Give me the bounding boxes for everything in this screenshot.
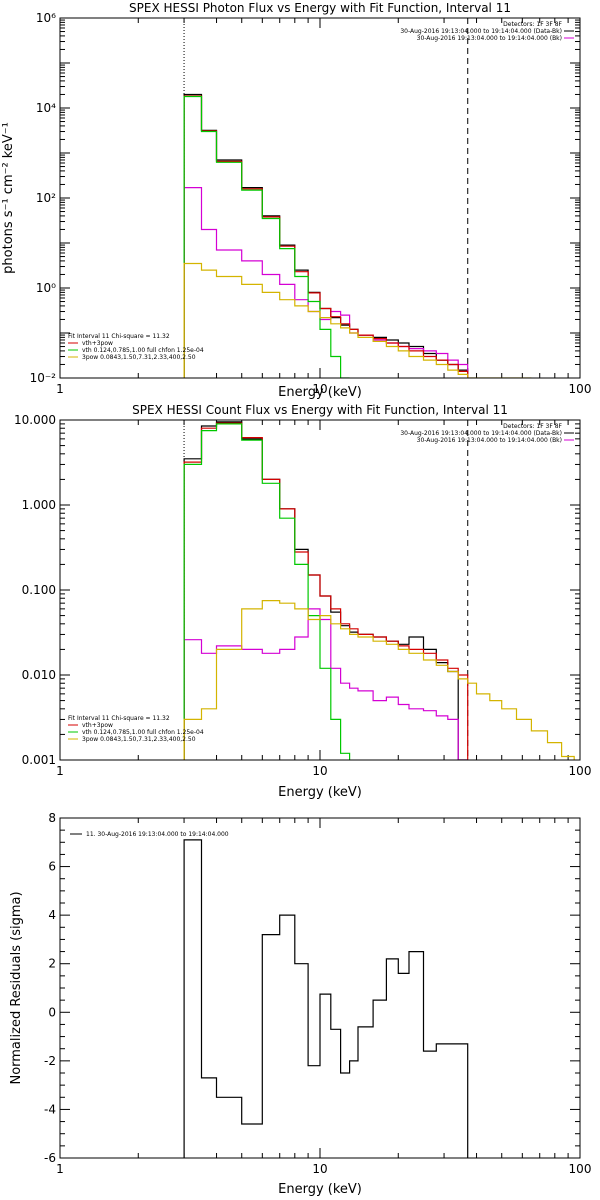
y-axis-label: photons s⁻¹ cm⁻² keV⁻¹ [1, 122, 16, 274]
x-axis-label: Energy (keV) [278, 1182, 362, 1197]
series-residuals [183, 839, 469, 1158]
y-tick-label: 10⁰ [36, 281, 56, 295]
legend-fit-text: vth 0.124,0.785,1.00 full chfon 1.25e-04 [82, 729, 204, 736]
legend-fit-text: 3pow 0.0843,1.50,7.31,2.33,400,2.50 [82, 736, 196, 743]
y-tick-label: 0.100 [22, 583, 56, 597]
y-tick-label: 2 [48, 957, 56, 971]
y-tick-label: -2 [44, 1054, 56, 1068]
legend-fit-text: vth+3pow [82, 722, 113, 729]
x-axis-label: Energy (keV) [278, 785, 362, 800]
plot-frame [59, 419, 581, 761]
y-tick-label: 10⁶ [36, 11, 56, 25]
y-tick-label: 6 [48, 860, 56, 874]
legend-top-text: 30-Aug-2016 19:13:04.000 to 19:14:04.000… [400, 430, 562, 437]
series-bk [183, 187, 469, 378]
legend-fit-text: vth 0.124,0.785,1.00 full chfon 1.25e-04 [82, 347, 204, 354]
series-vth-3pow [183, 422, 469, 760]
series-3pow [183, 262, 532, 378]
y-tick-label: 8 [48, 811, 56, 825]
plot-frame [59, 17, 581, 379]
legend-top-text: 30-Aug-2016 19:13:04.000 to 19:14:04.000… [400, 28, 562, 35]
chart-2: SPEX HESSI Count Flux vs Energy with Fit… [14, 403, 591, 800]
y-tick-label: 10⁻² [30, 371, 57, 385]
series-bk [183, 608, 468, 760]
y-axis-label: Normalized Residuals (sigma) [9, 891, 24, 1084]
chart-3: 1 10 100 -6 -4 -2 0 2 4 6 8 Energy (keV) Normalized … [9, 811, 591, 1197]
legend-top-text: 30-Aug-2016 19:13:04.000 to 19:14:04.000… [417, 35, 562, 42]
y-tick-label: -6 [44, 1151, 56, 1165]
series-vth [183, 95, 350, 378]
plot-frame [59, 817, 581, 1159]
x-tick-label: 1 [56, 1162, 64, 1176]
series-vth-3pow [183, 95, 469, 378]
legend-top-text: Detectors: 1F 3F 8F [503, 21, 562, 28]
legend-fit-text: vth+3pow [82, 340, 113, 347]
legend-fit-text: 3pow 0.0843,1.50,7.31,2.33,400,2.50 [82, 354, 196, 361]
y-tick-label: 10⁴ [36, 101, 56, 115]
legend-fit-header: Fit Interval 11 Chi-square = 11.32 [68, 333, 170, 340]
x-tick-label: 10 [312, 764, 327, 778]
y-tick-label: 0 [48, 1005, 56, 1019]
x-tick-label: 100 [569, 764, 592, 778]
chart-1: SPEX HESSI Photon Flux vs Energy with Fi… [1, 1, 591, 400]
legend-top-text: 11. 30-Aug-2016 19:13:04.000 to 19:14:04… [86, 831, 229, 838]
y-tick-label: 10.000 [14, 413, 56, 427]
series-data-bk [183, 421, 468, 760]
legend-top-text: Detectors: 1F 3F 8F [503, 423, 562, 430]
chart-title: SPEX HESSI Photon Flux vs Energy with Fi… [129, 1, 511, 15]
series-data-bk [183, 93, 469, 378]
y-tick-label: 0.010 [22, 668, 56, 682]
y-tick-label: 0.001 [22, 753, 56, 767]
chart-title: SPEX HESSI Count Flux vs Energy with Fit… [132, 403, 508, 417]
y-tick-label: 4 [48, 908, 56, 922]
series-3pow [183, 600, 575, 760]
series-vth [183, 423, 351, 760]
legend-top-text: 30-Aug-2016 19:13:04.000 to 19:14:04.000… [417, 437, 562, 444]
x-tick-label: 1 [56, 764, 64, 778]
x-tick-label: 10 [312, 382, 327, 396]
y-tick-label: -4 [44, 1102, 56, 1116]
x-tick-label: 10 [312, 1162, 327, 1176]
y-tick-label: 10² [36, 191, 56, 205]
x-tick-label: 1 [56, 382, 64, 396]
x-tick-label: 100 [569, 1162, 592, 1176]
x-tick-label: 100 [569, 382, 592, 396]
y-tick-label: 1.000 [22, 498, 56, 512]
legend-fit-header: Fit Interval 11 Chi-square = 11.32 [68, 715, 170, 722]
x-axis-label: Energy (keV) [278, 385, 362, 400]
